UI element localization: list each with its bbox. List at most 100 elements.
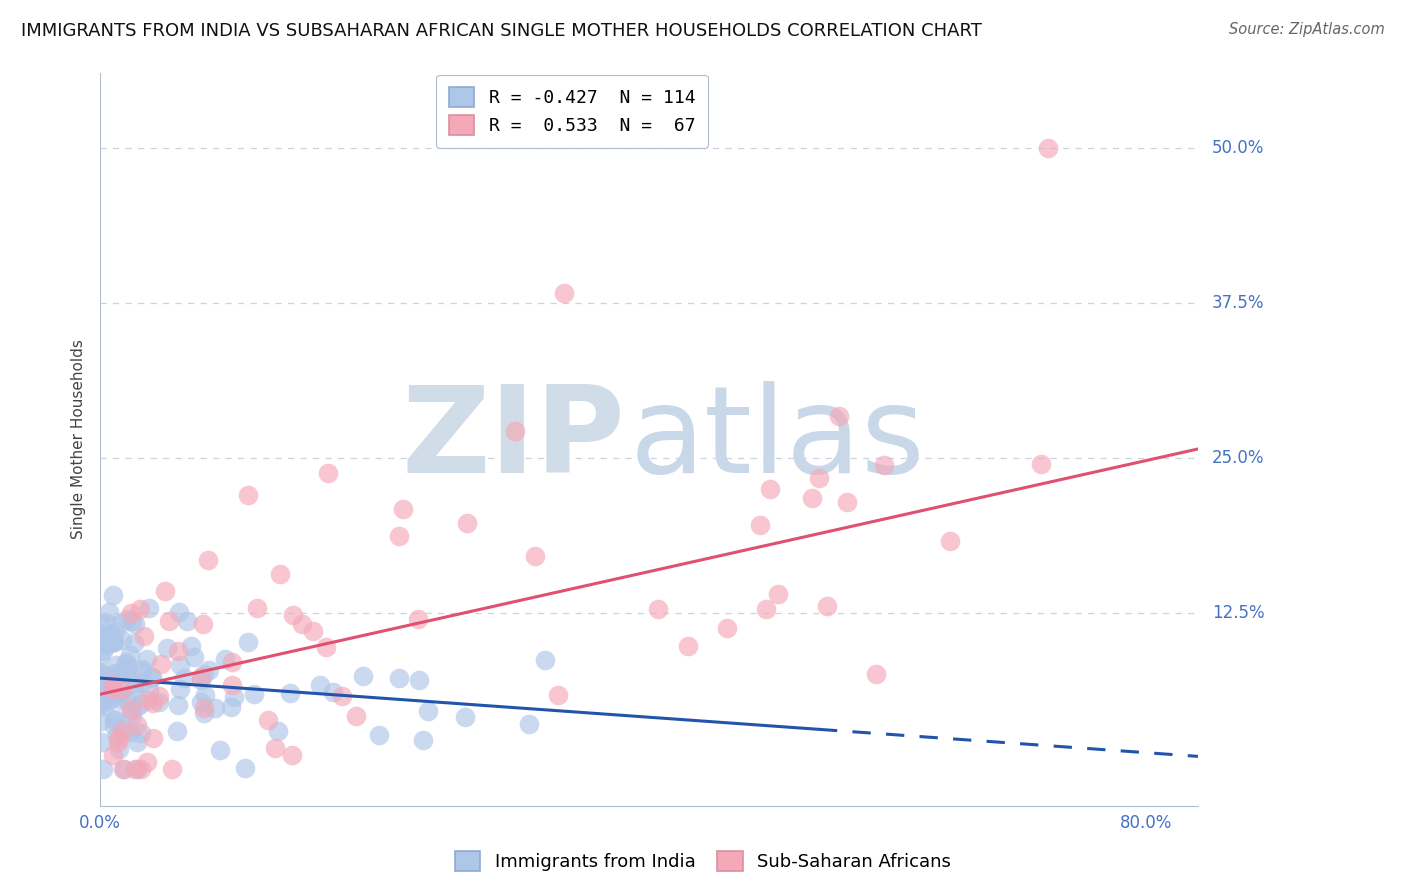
Point <box>104 657 127 672</box>
Point <box>190 695 212 709</box>
Point <box>122 681 145 696</box>
Point <box>141 670 163 684</box>
Point <box>90 735 112 749</box>
Point <box>246 600 269 615</box>
Point <box>89 648 111 663</box>
Point <box>114 722 136 736</box>
Point <box>96 615 118 630</box>
Point <box>1036 140 1059 154</box>
Point <box>388 528 411 542</box>
Point <box>110 615 132 630</box>
Point <box>266 724 288 739</box>
Point <box>281 748 304 763</box>
Point <box>104 625 127 640</box>
Point <box>412 733 434 747</box>
Text: 50.0%: 50.0% <box>1212 138 1264 156</box>
Point <box>103 635 125 649</box>
Point <box>716 621 738 635</box>
Point <box>173 672 195 686</box>
Text: 25.0%: 25.0% <box>1212 450 1264 467</box>
Point <box>236 488 259 502</box>
Point <box>108 667 131 681</box>
Point <box>142 696 165 710</box>
Point <box>91 678 114 692</box>
Point <box>221 700 243 714</box>
Point <box>103 713 125 727</box>
Point <box>97 630 120 644</box>
Point <box>148 690 170 704</box>
Point <box>176 614 198 628</box>
Point <box>91 644 114 658</box>
Point <box>121 614 143 628</box>
Point <box>107 742 129 756</box>
Point <box>316 466 339 480</box>
Point <box>108 684 131 698</box>
Point <box>98 687 121 701</box>
Point <box>90 617 112 632</box>
Point <box>269 567 291 582</box>
Point <box>103 682 125 697</box>
Point <box>103 635 125 649</box>
Point <box>368 728 391 742</box>
Point <box>208 743 231 757</box>
Point <box>503 424 526 438</box>
Point <box>233 760 256 774</box>
Legend: R = -0.427  N = 114, R =  0.533  N =  67: R = -0.427 N = 114, R = 0.533 N = 67 <box>436 75 709 148</box>
Point <box>1029 457 1052 471</box>
Point <box>155 641 177 656</box>
Point <box>91 695 114 709</box>
Point <box>148 695 170 709</box>
Point <box>352 668 374 682</box>
Point <box>533 653 555 667</box>
Point <box>801 491 824 505</box>
Point <box>183 649 205 664</box>
Point <box>111 633 134 648</box>
Point <box>91 762 114 776</box>
Point <box>139 671 162 685</box>
Point <box>124 616 146 631</box>
Point <box>127 699 149 714</box>
Point <box>127 718 149 732</box>
Point <box>115 612 138 626</box>
Point <box>120 704 142 718</box>
Point <box>190 670 212 684</box>
Point <box>759 483 782 497</box>
Point <box>150 657 173 672</box>
Point <box>456 516 478 530</box>
Point <box>221 678 243 692</box>
Point <box>122 677 145 691</box>
Point <box>115 655 138 669</box>
Point <box>517 716 540 731</box>
Text: 12.5%: 12.5% <box>1212 605 1264 623</box>
Point <box>308 678 330 692</box>
Point <box>755 602 778 616</box>
Point <box>89 670 111 684</box>
Point <box>112 762 135 776</box>
Point <box>222 690 245 704</box>
Point <box>129 762 152 776</box>
Point <box>454 710 477 724</box>
Point <box>167 698 190 712</box>
Point <box>94 699 117 714</box>
Point <box>193 667 215 681</box>
Point <box>97 693 120 707</box>
Point <box>278 685 301 699</box>
Point <box>197 553 219 567</box>
Point <box>291 617 314 632</box>
Point <box>135 651 157 665</box>
Point <box>103 719 125 733</box>
Point <box>131 663 153 677</box>
Point <box>104 690 127 704</box>
Point <box>129 726 152 740</box>
Point <box>190 673 212 687</box>
Point <box>107 734 129 748</box>
Point <box>408 673 430 688</box>
Point <box>131 696 153 710</box>
Point <box>121 701 143 715</box>
Point <box>302 624 325 638</box>
Point <box>166 723 188 738</box>
Text: Source: ZipAtlas.com: Source: ZipAtlas.com <box>1229 22 1385 37</box>
Point <box>90 669 112 683</box>
Point <box>101 747 124 762</box>
Point <box>138 600 160 615</box>
